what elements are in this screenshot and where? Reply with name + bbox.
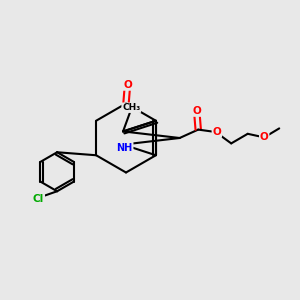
Text: CH₃: CH₃ [122, 103, 140, 112]
Text: O: O [260, 132, 268, 142]
Text: NH: NH [116, 142, 133, 153]
Text: Cl: Cl [33, 194, 44, 204]
Text: O: O [192, 106, 201, 116]
Text: O: O [212, 127, 221, 137]
Text: O: O [123, 80, 132, 90]
